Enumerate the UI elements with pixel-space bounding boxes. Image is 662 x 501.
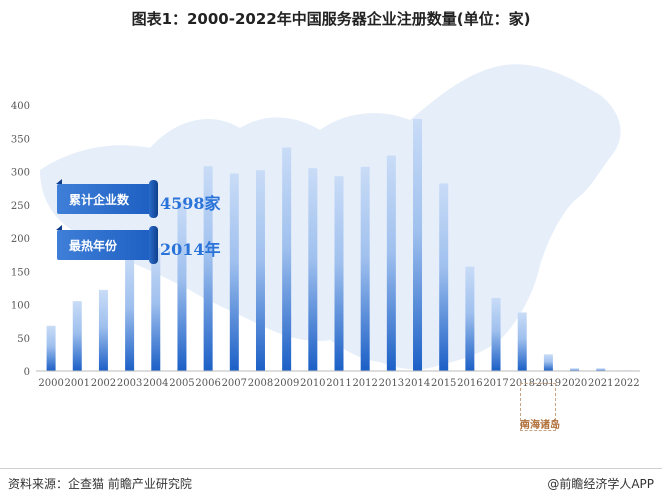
x-tick-label: 2001: [65, 378, 90, 389]
y-tick-label: 150: [11, 267, 30, 278]
scroll-decoration-icon: [149, 226, 158, 264]
y-tick-label: 250: [11, 201, 30, 212]
x-tick-label: 2021: [588, 378, 613, 389]
y-tick-label: 0: [24, 367, 30, 378]
y-tick-label: 350: [11, 134, 30, 145]
x-tick-label: 2006: [195, 378, 220, 389]
bar-2005[interactable]: [177, 201, 187, 371]
source-note: 资料来源：企查猫 前瞻产业研究院: [8, 477, 192, 491]
x-tick-label: 2017: [483, 378, 508, 389]
y-axis: 0 50 100 150 200 250 300 350 400: [11, 101, 30, 378]
map-background: [40, 64, 621, 370]
stat-total-companies-label: 累计企业数: [56, 179, 158, 218]
bar-2021[interactable]: [596, 368, 606, 371]
bar-2020[interactable]: [570, 368, 580, 371]
x-tick-label: 2007: [222, 378, 247, 389]
scroll-decoration-icon: [149, 180, 158, 218]
bar-2016[interactable]: [465, 266, 475, 371]
x-tick-label: 2011: [326, 378, 351, 389]
bar-2002[interactable]: [98, 289, 108, 371]
y-tick-label: 400: [11, 101, 30, 112]
brand-credit: @前瞻经济学人APP: [547, 477, 654, 491]
bar-2018[interactable]: [517, 312, 527, 371]
x-tick-label: 2004: [143, 378, 168, 389]
y-tick-label: 50: [17, 334, 30, 345]
bar-2014[interactable]: [413, 118, 423, 371]
bar-2017[interactable]: [491, 297, 501, 371]
x-tick-label: 2009: [274, 378, 299, 389]
bar-2004[interactable]: [151, 247, 161, 371]
stat-peak-year-label: 最热年份: [56, 225, 158, 264]
map-inset-label: 南海诸岛: [520, 420, 560, 431]
x-tick-label: 2003: [117, 378, 142, 389]
bars-group: [46, 118, 632, 371]
bar-2010[interactable]: [308, 168, 318, 371]
bar-2019[interactable]: [543, 354, 553, 371]
x-tick-label: 2022: [614, 378, 639, 389]
bar-2008[interactable]: [255, 170, 265, 371]
bar-2006[interactable]: [203, 166, 213, 371]
bar-2012[interactable]: [360, 166, 370, 371]
x-tick-label: 2002: [91, 378, 116, 389]
stat-peak-year-value: 2014年: [160, 240, 221, 259]
x-tick-label: 2005: [169, 378, 194, 389]
bar-2009[interactable]: [282, 147, 292, 371]
x-tick-label: 2020: [562, 378, 587, 389]
y-tick-label: 200: [11, 234, 30, 245]
x-tick-label: 2015: [431, 378, 456, 389]
x-tick-label: 2016: [457, 378, 482, 389]
footer-divider: [0, 468, 662, 469]
bar-2001[interactable]: [72, 301, 82, 371]
x-tick-label: 2012: [352, 378, 377, 389]
bar-2007[interactable]: [229, 173, 239, 371]
bar-2003[interactable]: [125, 254, 135, 371]
x-tick-label: 2010: [300, 378, 325, 389]
bar-2000[interactable]: [46, 325, 56, 371]
x-tick-label: 2013: [379, 378, 404, 389]
x-tick-label: 2014: [405, 378, 430, 389]
bar-2015[interactable]: [439, 183, 449, 371]
x-tick-label: 2000: [38, 378, 63, 389]
bar-2011[interactable]: [334, 176, 344, 371]
y-tick-label: 300: [11, 168, 30, 179]
stat-total-label-text: 累计企业数: [69, 192, 130, 207]
chart-title: 图表1：2000-2022年中国服务器企业注册数量(单位：家): [131, 10, 531, 28]
stat-total-companies-value: 4598家: [160, 194, 221, 213]
bar-2013[interactable]: [386, 155, 396, 371]
south-china-sea-inset: [520, 383, 556, 431]
y-tick-label: 100: [11, 301, 30, 312]
stat-peak-label-text: 最热年份: [69, 238, 118, 253]
x-tick-label: 2008: [248, 378, 273, 389]
